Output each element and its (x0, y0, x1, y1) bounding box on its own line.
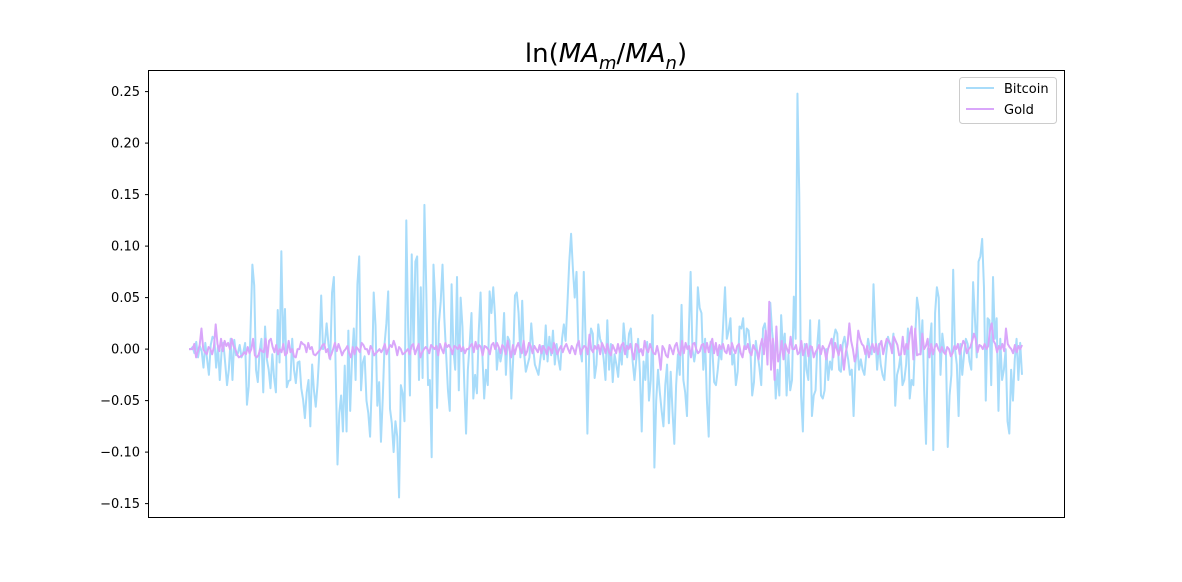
y-axis: 0.25 0.20 0.15 0.10 0.05 0.00 −0.05 −0.10 −0.15 (100, 85, 149, 512)
series-group (189, 92, 1023, 499)
series-line-gold (189, 300, 1023, 382)
y-tick-label: 0.05 (111, 291, 140, 306)
y-tick-label: −0.05 (100, 394, 140, 409)
title-subscript-denominator: n (666, 53, 677, 74)
legend-label-gold: Gold (1004, 103, 1034, 118)
y-tick-label: 0.15 (111, 188, 140, 203)
y-tick-label: 0.00 (111, 343, 140, 358)
title-subscript-numerator: m (599, 53, 617, 74)
series-line-bitcoin (189, 92, 1023, 499)
y-tick-label: 0.25 (111, 85, 140, 100)
title-symbol-numerator: MA (559, 39, 599, 69)
legend: Bitcoin Gold (959, 77, 1057, 124)
title-symbol-denominator: MA (625, 39, 665, 69)
y-tick-label: 0.20 (111, 137, 140, 152)
title-slash: / (617, 39, 626, 69)
title-suffix: ) (677, 39, 687, 69)
legend-label-bitcoin: Bitcoin (1004, 82, 1049, 97)
chart-title: ln(MAm/MAn) (525, 39, 687, 74)
plot-area (148, 70, 1065, 518)
y-tick-label: −0.10 (100, 446, 140, 461)
y-tick-label: −0.15 (100, 497, 140, 512)
y-tick-label: 0.10 (111, 240, 140, 255)
title-prefix: ln( (525, 39, 559, 69)
